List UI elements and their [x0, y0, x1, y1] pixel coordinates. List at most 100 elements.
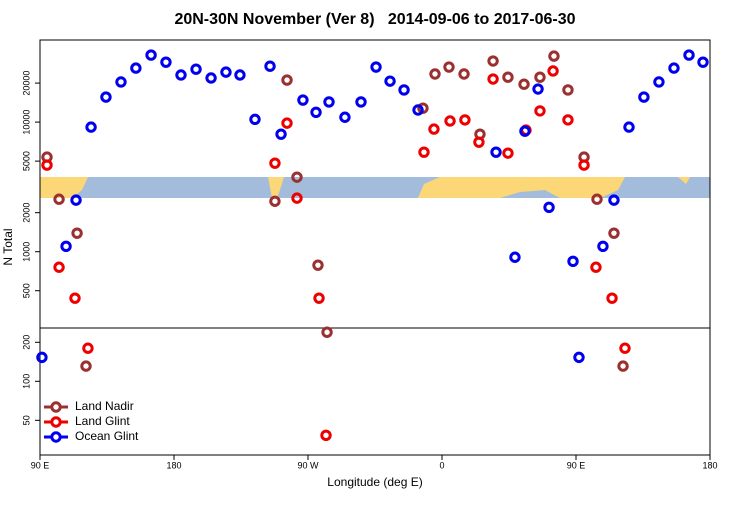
y-tick-label: 5000: [21, 151, 31, 171]
point: [412, 104, 424, 116]
point: [323, 96, 335, 108]
x-tick-label: 0: [439, 460, 444, 470]
point: [458, 68, 470, 80]
point: [623, 121, 635, 133]
point: [269, 195, 281, 207]
point: [578, 159, 590, 171]
point: [608, 194, 620, 206]
legend-label: Land Glint: [75, 414, 130, 428]
point: [473, 136, 485, 148]
point: [339, 111, 351, 123]
point: [617, 360, 629, 372]
point: [312, 259, 324, 271]
point: [71, 227, 83, 239]
point: [160, 56, 172, 68]
point: [85, 121, 97, 133]
plot-frame: [39, 39, 711, 456]
point: [519, 125, 531, 137]
x-tick-label: 90 E: [567, 460, 586, 470]
point: [562, 84, 574, 96]
point: [70, 194, 82, 206]
point: [567, 255, 579, 268]
y-axis-label: N Total: [1, 228, 15, 265]
point: [82, 342, 94, 354]
x-tick-label: 180: [702, 460, 717, 470]
legend-marker: [50, 416, 62, 428]
point: [443, 61, 455, 73]
point: [281, 117, 293, 129]
point: [130, 62, 142, 74]
point: [115, 76, 127, 88]
point: [291, 171, 303, 183]
point: [487, 55, 499, 67]
point: [321, 326, 333, 338]
point: [534, 105, 546, 117]
point: [509, 251, 521, 263]
point: [398, 84, 410, 96]
legend-entry: Ocean Glint: [44, 429, 139, 443]
point: [80, 360, 92, 372]
point: [547, 65, 559, 77]
x-tick-label: 180: [166, 460, 181, 470]
point: [281, 74, 293, 86]
point: [573, 351, 585, 364]
y-tick-label: 2000: [21, 203, 31, 223]
point: [606, 292, 618, 304]
point: [190, 63, 202, 75]
point: [291, 192, 303, 204]
y-tick-label: 200: [21, 335, 31, 350]
point: [590, 261, 602, 273]
point: [429, 68, 441, 80]
point: [428, 123, 440, 135]
y-tick-label: 10000: [21, 110, 31, 135]
point: [418, 146, 430, 158]
map-strip: [40, 177, 710, 198]
point: [619, 342, 631, 354]
point: [548, 50, 560, 62]
point: [562, 114, 574, 126]
x-tick-label: 90 W: [297, 460, 319, 470]
y-tick-label: 20000: [21, 71, 31, 96]
point: [668, 62, 680, 74]
point: [591, 193, 603, 205]
point: [502, 71, 514, 83]
point: [683, 49, 695, 61]
point: [597, 240, 609, 253]
point: [175, 69, 187, 81]
point: [370, 61, 382, 73]
point: [264, 60, 276, 72]
point: [444, 115, 456, 127]
point: [355, 96, 367, 108]
point: [269, 157, 281, 169]
point: [543, 201, 555, 214]
point: [384, 75, 396, 87]
y-tick-label: 500: [21, 283, 31, 298]
legend-marker: [50, 401, 62, 413]
y-tick-label: 1000: [21, 242, 31, 262]
legend-entry: Land Glint: [44, 414, 130, 428]
point: [41, 159, 53, 171]
point: [36, 351, 48, 364]
point: [320, 429, 332, 442]
legend-marker: [50, 431, 62, 443]
point: [653, 76, 665, 88]
point: [234, 69, 246, 81]
point: [205, 72, 217, 84]
y-tick-label: 100: [21, 374, 31, 389]
point: [490, 146, 502, 158]
point: [220, 66, 232, 78]
y-tick-label: 50: [21, 415, 31, 425]
point: [275, 128, 287, 140]
point: [69, 292, 81, 304]
point: [53, 193, 65, 205]
point: [518, 78, 530, 90]
point: [638, 91, 650, 103]
point: [297, 94, 309, 106]
legend-label: Ocean Glint: [75, 429, 139, 443]
point: [100, 91, 112, 103]
point: [534, 71, 546, 83]
point: [487, 73, 499, 85]
chart-title: 20N-30N November (Ver 8) 2014-09-06 to 2…: [174, 11, 575, 28]
point: [313, 292, 325, 304]
